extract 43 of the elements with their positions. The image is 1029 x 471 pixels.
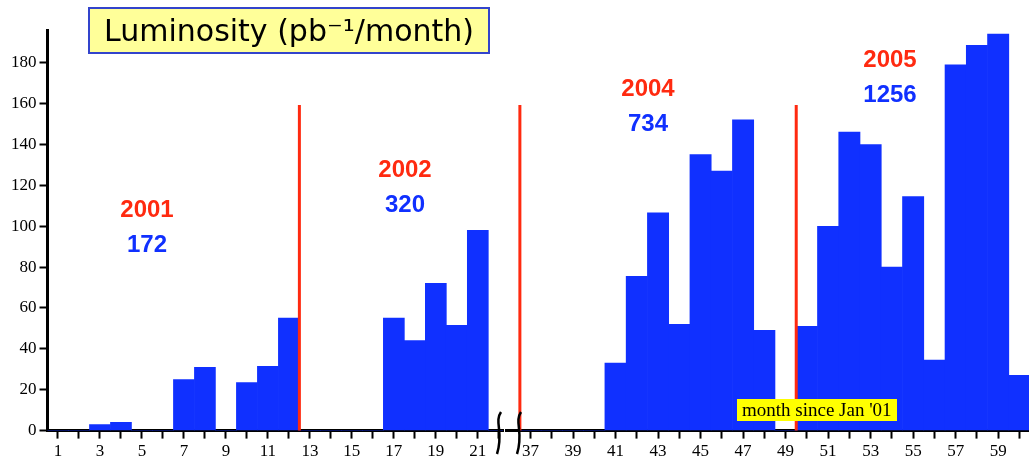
x-tick-label: 17	[385, 441, 403, 461]
x-tick-label: 3	[95, 441, 105, 461]
annotation: 2004	[621, 73, 676, 101]
annotation: 2001	[120, 194, 174, 222]
y-tick-label: 120	[11, 174, 37, 194]
annotation: 2002	[378, 154, 432, 182]
x-tick-label: 43	[649, 441, 667, 461]
x-tick-label: 19	[427, 441, 445, 461]
x-tick-label: 1	[53, 441, 63, 461]
x-tick-label: 9	[221, 441, 231, 461]
y-tick-label: 80	[19, 256, 37, 276]
x-tick-label: 57	[947, 441, 965, 461]
x-tick-label: 47	[734, 441, 753, 461]
annotation: 2005	[863, 44, 917, 72]
x-tick-label: 53	[862, 441, 880, 461]
y-tick-label: 40	[19, 338, 37, 358]
x-tick-label: 11	[259, 441, 277, 461]
y-tick-label: 60	[19, 297, 37, 317]
y-tick-label: 100	[11, 215, 37, 235]
x-tick-label: 5	[137, 441, 147, 461]
x-tick-label: 45	[692, 441, 710, 461]
x-tick-label: 39	[564, 441, 582, 461]
y-tick-label: 180	[11, 52, 37, 72]
x-tick-label: 21	[469, 441, 487, 461]
chart-title: Luminosity (pb⁻¹/month)	[88, 7, 490, 54]
x-tick-label: 49	[777, 441, 795, 461]
x-tick-label: 59	[989, 441, 1007, 461]
y-tick-label: 140	[11, 133, 37, 153]
annotation: 320	[384, 189, 426, 217]
y-tick-label: 160	[11, 93, 37, 113]
annotation: 734	[627, 108, 669, 136]
x-tick-label: 7	[179, 441, 189, 461]
x-tick-label: 15	[343, 441, 361, 461]
x-tick-label: 41	[607, 441, 625, 461]
x-tick-label: 37	[522, 441, 540, 461]
annotation: 172	[126, 229, 168, 257]
x-axis-title: month since Jan '01	[737, 399, 897, 421]
x-tick-label: 51	[819, 441, 837, 461]
y-tick-label: 0	[28, 420, 37, 440]
annotation: 1256	[863, 79, 917, 107]
x-tick-label: 13	[301, 441, 319, 461]
x-tick-label: 55	[904, 441, 922, 461]
y-tick-label: 20	[19, 379, 37, 399]
